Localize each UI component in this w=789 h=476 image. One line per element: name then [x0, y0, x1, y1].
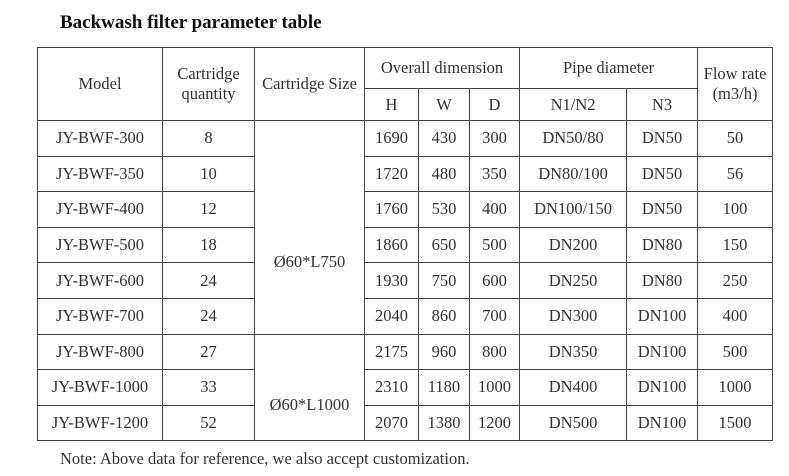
parameter-table: Model Cartridge quantity Cartridge Size … — [37, 47, 774, 442]
cell-n1n2: DN100/150 — [519, 191, 628, 228]
cell-model: JY-BWF-600 — [37, 262, 163, 299]
header-overall-dimension: Overall dimension — [363, 47, 521, 89]
table-row: JY-BWF-1200 52 2070 1380 1200 DN500 DN100 1500 — [37, 404, 774, 442]
table-row: JY-BWF-700 24 2040 860 700 DN300 DN100 400 — [37, 297, 774, 335]
cell-h: 2310 — [364, 369, 419, 406]
cell-h: 1720 — [364, 155, 419, 193]
cell-d: 1000 — [468, 369, 521, 406]
header-flow-rate: Flow rate (m3/h) — [697, 47, 774, 121]
cell-qty: 27 — [162, 333, 255, 371]
cell-flow: 1500 — [697, 404, 774, 442]
cell-qty: 18 — [162, 226, 255, 264]
cell-model: JY-BWF-1200 — [37, 404, 163, 442]
cell-flow: 500 — [697, 333, 774, 371]
cell-n1n2: DN50/80 — [519, 120, 628, 157]
header-n3: N3 — [626, 88, 699, 121]
cell-qty: 12 — [162, 191, 255, 228]
cell-n1n2: DN200 — [519, 226, 628, 264]
cell-w: 650 — [418, 226, 470, 264]
cell-n1n2: DN80/100 — [519, 155, 628, 193]
cell-flow: 56 — [697, 155, 774, 193]
header-d: D — [468, 88, 521, 121]
cell-n1n2: DN300 — [519, 297, 628, 335]
table-row: JY-BWF-500 18 1860 650 500 DN200 DN80 150 — [37, 226, 774, 264]
cell-h: 1860 — [364, 226, 419, 264]
cell-n3: DN50 — [626, 155, 699, 193]
footnote: Note: Above data for reference, we also … — [60, 449, 470, 468]
table-row: JY-BWF-300 8 Ø60*L750 1690 430 300 DN50/80 DN50… — [37, 120, 774, 335]
cell-w: 480 — [418, 155, 470, 193]
table-row: JY-BWF-1000 33 2310 1180 1000 DN400 DN100 1000 — [37, 369, 774, 406]
cell-flow: 150 — [697, 226, 774, 264]
cell-d: 400 — [468, 191, 521, 228]
cell-n3: DN50 — [626, 191, 699, 228]
cell-n3: DN80 — [626, 226, 699, 264]
cell-qty: 33 — [162, 369, 255, 406]
table-row: JY-BWF-400 12 1760 530 400 DN100/150 DN50 100 — [37, 191, 774, 228]
cell-w: 860 — [418, 297, 470, 335]
cell-n1n2: DN500 — [519, 404, 628, 442]
cell-qty: 24 — [162, 297, 255, 335]
cell-n1n2: DN250 — [519, 262, 628, 299]
cell-w: 960 — [418, 333, 470, 371]
cell-d: 600 — [468, 262, 521, 299]
cell-flow: 1000 — [697, 369, 774, 406]
cell-d: 300 — [468, 120, 521, 157]
table-row: JY-BWF-800 27 Ø60*L1000 2175 960 800 DN350 DN10… — [37, 333, 774, 442]
header-pipe-diameter: Pipe diameter — [519, 47, 699, 89]
cell-w: 430 — [418, 120, 470, 157]
cell-flow: 50 — [697, 120, 774, 157]
cell-n1n2: DN400 — [519, 369, 628, 406]
cell-cartridge-size: Ø60*L1000 — [254, 333, 365, 442]
cell-n3: DN100 — [626, 404, 699, 442]
cell-model: JY-BWF-1000 — [37, 369, 163, 406]
header-cartridge-size: Cartridge Size — [254, 47, 365, 121]
cell-n3: DN100 — [626, 333, 699, 371]
table-row: JY-BWF-350 10 1720 480 350 DN80/100 DN50 56 — [37, 155, 774, 193]
cell-n3: DN100 — [626, 369, 699, 406]
cell-w: 1380 — [418, 404, 470, 442]
cell-n3: DN50 — [626, 120, 699, 157]
cell-w: 750 — [418, 262, 470, 299]
cell-d: 1200 — [468, 404, 521, 442]
cell-d: 350 — [468, 155, 521, 193]
cell-h: 2175 — [364, 333, 419, 371]
table-title: Backwash filter parameter table — [60, 12, 322, 33]
cell-cartridge-size: Ø60*L750 — [254, 120, 365, 335]
cell-d: 700 — [468, 297, 521, 335]
cell-d: 800 — [468, 333, 521, 371]
cell-w: 1180 — [418, 369, 470, 406]
cell-model: JY-BWF-400 — [37, 191, 163, 228]
table-row: JY-BWF-600 24 1930 750 600 DN250 DN80 250 — [37, 262, 774, 299]
cell-n1n2: DN350 — [519, 333, 628, 371]
cell-model: JY-BWF-500 — [37, 226, 163, 264]
header-h: H — [364, 88, 419, 121]
cell-d: 500 — [468, 226, 521, 264]
cell-h: 1930 — [364, 262, 419, 299]
cell-flow: 400 — [697, 297, 774, 335]
header-w: W — [418, 88, 470, 121]
cell-w: 530 — [418, 191, 470, 228]
cell-n3: DN80 — [626, 262, 699, 299]
cell-flow: 250 — [697, 262, 774, 299]
cell-h: 2040 — [364, 297, 419, 335]
cell-h: 2070 — [364, 404, 419, 442]
cell-h: 1690 — [364, 120, 419, 157]
cell-n3: DN100 — [626, 297, 699, 335]
cell-model: JY-BWF-800 — [37, 333, 163, 371]
cell-model: JY-BWF-300 — [37, 120, 163, 157]
header-cartridge-quantity: Cartridge quantity — [162, 47, 255, 121]
cell-qty: 10 — [162, 155, 255, 193]
cell-qty: 52 — [162, 404, 255, 442]
cell-model: JY-BWF-700 — [37, 297, 163, 335]
header-model: Model — [37, 47, 163, 121]
cell-qty: 24 — [162, 262, 255, 299]
cell-model: JY-BWF-350 — [37, 155, 163, 193]
header-n1n2: N1/N2 — [519, 88, 628, 121]
cell-h: 1760 — [364, 191, 419, 228]
cell-flow: 100 — [697, 191, 774, 228]
cell-qty: 8 — [162, 120, 255, 157]
